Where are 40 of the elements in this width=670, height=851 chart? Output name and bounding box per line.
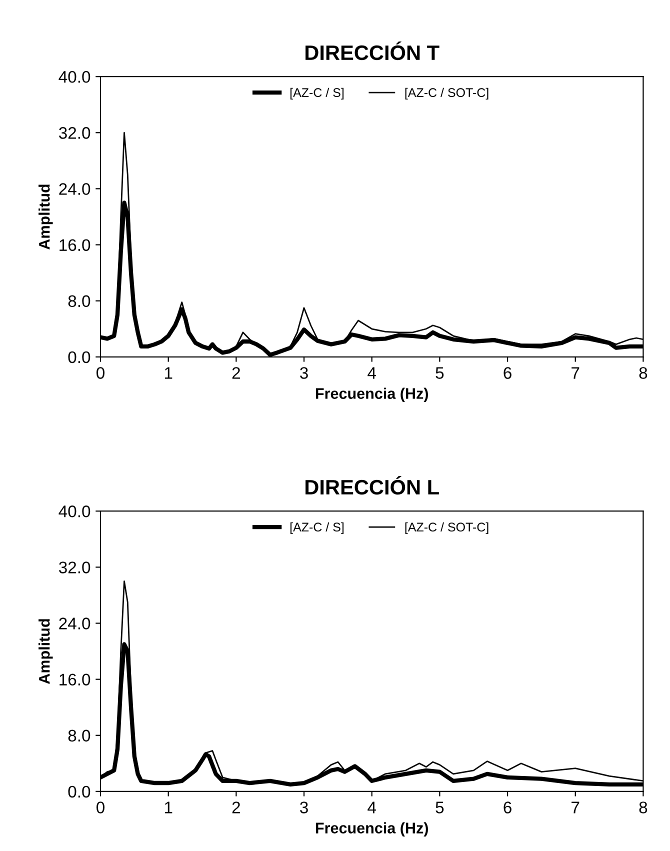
x-tick-label: 4 — [368, 367, 376, 379]
x-tick-label: 4 — [368, 802, 376, 814]
x-tick-label: 1 — [164, 367, 172, 379]
legend-label: [AZ-C / S] — [290, 522, 344, 534]
x-tick-label: 2 — [232, 802, 240, 814]
x-tick-label: 5 — [436, 367, 444, 379]
y-tick-label: 32.0 — [58, 562, 90, 574]
y-tick-label: 0.0 — [68, 786, 90, 798]
x-tick-label: 1 — [164, 802, 172, 814]
x-axis-title: Frecuencia (Hz) — [316, 822, 428, 836]
x-tick-label: 2 — [232, 367, 240, 379]
chart-title: DIRECCIÓN T — [306, 41, 440, 60]
y-tick-label: 40.0 — [58, 70, 90, 83]
y-tick-label: 8.0 — [68, 295, 90, 308]
y-tick-label: 8.0 — [68, 730, 90, 742]
y-axis-title: Amplitud — [38, 184, 53, 250]
y-tick-label: 16.0 — [60, 674, 90, 686]
x-tick-label: 7 — [572, 367, 580, 379]
x-tick-label: 3 — [300, 802, 308, 814]
y-tick-label: 0.0 — [68, 351, 90, 364]
y-tick-label: 24.0 — [59, 618, 90, 630]
x-tick-label: 0 — [96, 802, 104, 814]
y-tick-label: 16.0 — [60, 239, 90, 251]
legend-label: [AZ-C / S] — [290, 88, 344, 100]
x-tick-label: 5 — [436, 802, 444, 814]
y-tick-label: 24.0 — [59, 183, 90, 195]
x-tick-label: 7 — [572, 802, 580, 814]
x-tick-label: 6 — [504, 802, 512, 814]
y-axis-title: Amplitud — [38, 619, 53, 684]
x-tick-label: 3 — [300, 367, 308, 379]
chart-title: DIRECCIÓN L — [306, 476, 439, 495]
x-tick-label: 8 — [639, 802, 648, 814]
y-tick-label: 32.0 — [58, 127, 90, 139]
x-tick-label: 6 — [504, 367, 512, 379]
y-tick-label: 40.0 — [58, 506, 90, 518]
x-tick-label: 0 — [96, 367, 104, 379]
x-axis-title: Frecuencia (Hz) — [316, 388, 428, 402]
legend-label: [AZ-C / SOT-C] — [405, 88, 488, 100]
legend-label: [AZ-C / SOT-C] — [405, 522, 488, 534]
x-tick-label: 8 — [639, 367, 648, 379]
